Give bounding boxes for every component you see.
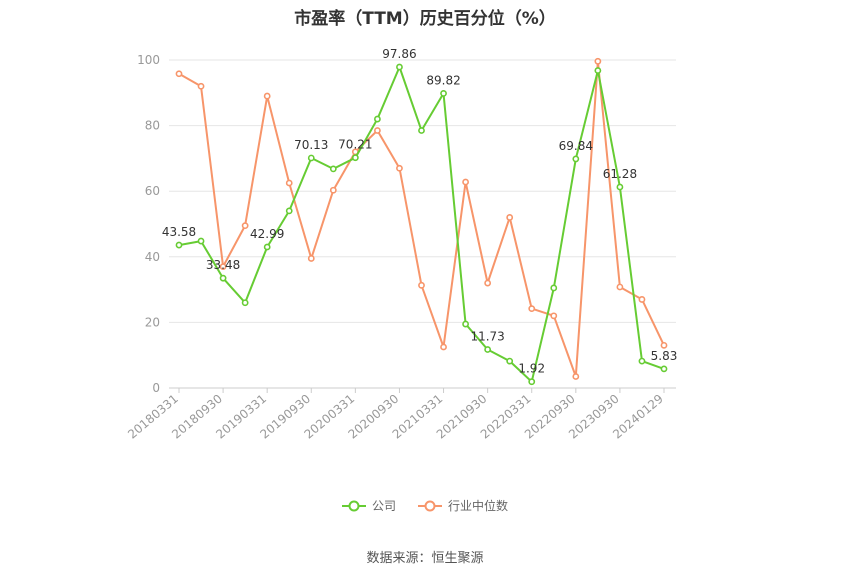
data-point-company — [484, 346, 492, 353]
series-line-industry — [178, 60, 665, 378]
data-point-industry — [528, 305, 536, 313]
series-lines — [175, 57, 668, 386]
y-tick-label: 100 — [137, 53, 160, 67]
y-tick-label: 80 — [145, 119, 160, 133]
data-point-company — [263, 243, 271, 251]
data-point-company — [329, 165, 337, 173]
data-point-industry — [396, 164, 403, 172]
legend-item-company[interactable]: 公司 — [341, 497, 396, 514]
data-point-company — [175, 241, 183, 249]
legend-label-company: 公司 — [371, 499, 396, 513]
y-tick-label: 0 — [152, 381, 160, 395]
data-point-company — [241, 299, 249, 307]
data-point-company — [616, 183, 624, 191]
data-labels: 43.58 33.48 42.99 70.13 70.21 97.86 89.82 11.73… — [162, 47, 678, 376]
data-point-company — [307, 154, 315, 162]
data-point-company — [506, 357, 514, 365]
legend: 公司 行业中位数 — [0, 497, 850, 514]
data-point-industry — [285, 179, 293, 187]
data-point-industry — [572, 373, 580, 380]
data-point-company — [660, 365, 668, 373]
data-point-industry — [329, 186, 337, 194]
data-label: 89.82 — [426, 73, 460, 87]
data-point-company — [219, 274, 227, 282]
data-label: 33.48 — [206, 258, 240, 272]
data-point-company — [528, 378, 536, 386]
data-point-industry — [263, 92, 271, 100]
data-point-industry — [241, 222, 249, 230]
data-point-industry — [197, 82, 205, 90]
data-label: 70.21 — [338, 138, 372, 152]
data-point-industry — [660, 341, 668, 349]
data-label: 42.99 — [250, 227, 284, 241]
data-point-company — [550, 284, 558, 292]
data-label: 5.83 — [651, 349, 678, 363]
data-label: 70.13 — [294, 138, 328, 152]
data-point-industry — [462, 178, 469, 186]
data-point-industry — [418, 281, 425, 289]
legend-marker-industry — [418, 500, 442, 511]
legend-item-industry[interactable]: 行业中位数 — [418, 497, 508, 514]
data-point-company — [418, 127, 425, 134]
data-point-industry — [506, 214, 514, 221]
data-point-company — [462, 320, 469, 328]
data-point-company — [594, 67, 602, 74]
data-point-company — [572, 155, 580, 163]
data-label: 61.28 — [603, 167, 637, 181]
data-point-company — [285, 207, 293, 215]
data-point-company — [396, 63, 403, 71]
data-point-industry — [550, 312, 558, 320]
grid-lines — [169, 59, 676, 323]
y-tick-label: 60 — [145, 184, 160, 198]
data-point-industry — [175, 70, 183, 78]
data-point-company — [638, 357, 646, 365]
data-point-industry — [307, 255, 315, 262]
data-label: 97.86 — [382, 47, 416, 61]
data-point-industry — [440, 343, 447, 351]
data-point-industry — [219, 263, 227, 271]
data-point-industry — [638, 296, 646, 303]
line-chart: 0204060801002018033120180930201903312019… — [125, 47, 678, 442]
data-point-industry — [484, 279, 492, 287]
legend-marker-company — [341, 500, 366, 511]
data-label: 69.84 — [559, 139, 593, 153]
axes: 0204060801002018033120180930201903312019… — [125, 53, 676, 442]
data-point-company — [440, 89, 447, 97]
legend-label-industry: 行业中位数 — [448, 499, 509, 513]
data-point-industry — [374, 127, 381, 134]
series-line-company — [178, 66, 665, 383]
data-point-company — [351, 154, 359, 162]
data-point-company — [374, 115, 381, 123]
data-point-company — [197, 237, 205, 245]
chart-title: 市盈率（TTM）历史百分位（%） — [294, 9, 556, 29]
source-note: 数据来源：恒生聚源 — [366, 551, 484, 566]
data-label: 43.58 — [162, 225, 196, 239]
data-label: 1.92 — [518, 362, 545, 376]
data-label: 11.73 — [470, 330, 504, 344]
data-point-industry — [616, 283, 624, 291]
y-tick-label: 40 — [145, 250, 160, 264]
y-tick-label: 20 — [145, 315, 160, 329]
data-point-industry — [594, 57, 602, 65]
